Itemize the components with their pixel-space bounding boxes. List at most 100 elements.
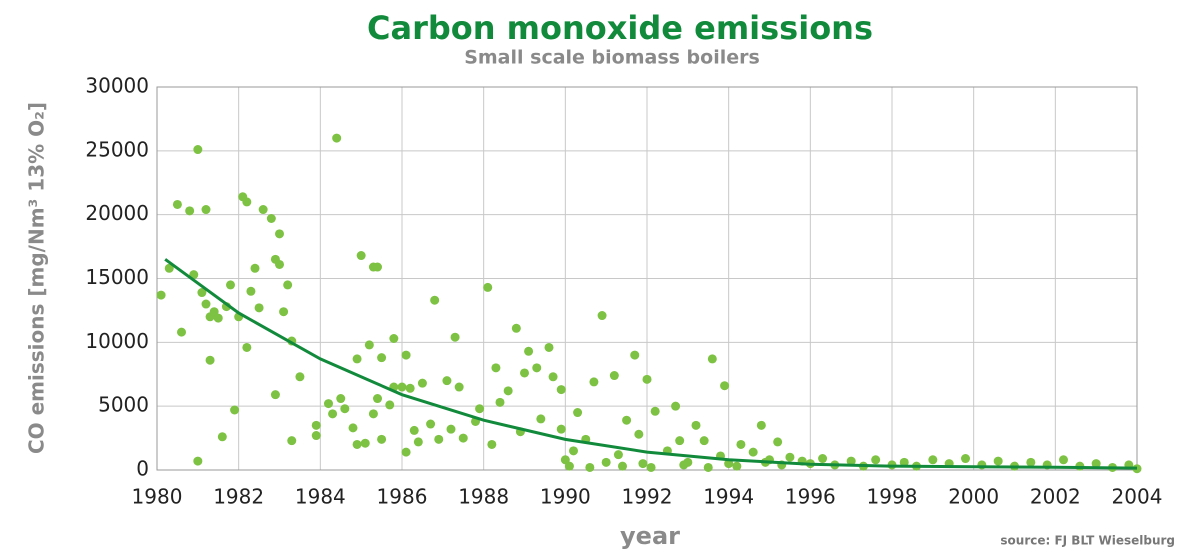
- data-point: [270, 390, 280, 400]
- data-point: [283, 280, 293, 290]
- data-point: [177, 327, 186, 337]
- data-point: [324, 399, 333, 409]
- data-point: [205, 355, 215, 365]
- data-point: [401, 447, 411, 457]
- data-point: [1091, 459, 1101, 469]
- data-point: [230, 405, 240, 415]
- x-tick-label: 1988: [458, 485, 509, 509]
- x-tick-label: 1984: [295, 485, 346, 509]
- chart-subtitle: Small scale biomass boilers: [464, 47, 760, 69]
- data-point: [773, 437, 783, 447]
- x-tick-label: 1998: [867, 485, 918, 509]
- data-point: [352, 354, 362, 364]
- data-point: [434, 434, 444, 444]
- data-point: [748, 447, 758, 457]
- data-point: [311, 431, 321, 441]
- data-point: [532, 363, 542, 373]
- data-point: [458, 433, 468, 443]
- data-point: [650, 406, 660, 416]
- data-point: [487, 439, 497, 449]
- y-tick-label: 15000: [85, 265, 149, 289]
- data-point: [266, 213, 276, 223]
- data-point: [707, 354, 717, 364]
- x-tick-label: 1994: [703, 485, 754, 509]
- x-tick-label: 1980: [132, 485, 183, 509]
- x-tick-label: 2000: [948, 485, 999, 509]
- data-point: [495, 397, 505, 407]
- data-point: [475, 404, 485, 414]
- data-point: [736, 439, 746, 449]
- x-tick-label: 1986: [377, 485, 428, 509]
- data-point: [279, 307, 289, 317]
- data-point: [699, 436, 709, 446]
- y-tick-label: 0: [136, 457, 149, 481]
- data-point: [368, 409, 378, 419]
- x-tick-label: 1990: [540, 485, 591, 509]
- data-point: [585, 462, 595, 472]
- data-point: [340, 404, 350, 414]
- data-point: [1026, 457, 1036, 467]
- data-point: [622, 415, 632, 425]
- data-point: [544, 342, 554, 352]
- data-point: [899, 457, 909, 467]
- data-point: [520, 368, 529, 378]
- data-point: [364, 340, 374, 350]
- data-point: [671, 401, 681, 411]
- data-point: [360, 438, 370, 448]
- data-point: [491, 363, 501, 373]
- data-point: [564, 461, 574, 471]
- data-point: [250, 263, 260, 273]
- data-point: [254, 303, 264, 313]
- data-point: [356, 251, 366, 261]
- data-point: [275, 229, 284, 239]
- data-point: [417, 378, 427, 388]
- data-point: [242, 197, 252, 207]
- data-point: [446, 424, 456, 434]
- data-point: [928, 455, 938, 465]
- data-point: [573, 408, 583, 418]
- data-point: [401, 350, 411, 360]
- x-tick-label: 2004: [1112, 485, 1163, 509]
- x-tick-label: 1992: [622, 485, 673, 509]
- x-tick-label: 1996: [785, 485, 836, 509]
- trend-line: [164, 258, 1138, 470]
- data-point: [352, 439, 362, 449]
- data-point: [377, 434, 387, 444]
- data-point: [569, 446, 578, 456]
- data-point: [524, 346, 534, 356]
- data-point: [185, 206, 195, 216]
- data-point: [609, 371, 619, 381]
- source-note: source: FJ BLT Wieselburg: [1000, 534, 1175, 548]
- data-point: [556, 385, 566, 395]
- data-point: [193, 145, 203, 155]
- data-point: [405, 383, 415, 393]
- data-point: [642, 374, 652, 384]
- data-point: [597, 311, 607, 321]
- data-point: [871, 455, 881, 465]
- data-point: [589, 377, 599, 387]
- data-point: [450, 332, 460, 342]
- data-point: [442, 376, 452, 386]
- y-tick-label: 10000: [85, 329, 149, 353]
- data-point: [511, 323, 521, 333]
- data-point: [197, 288, 207, 298]
- data-point: [409, 425, 419, 435]
- data-point: [818, 454, 828, 464]
- data-point: [164, 263, 174, 273]
- data-point: [246, 286, 256, 296]
- data-point: [336, 394, 346, 404]
- x-tick-label: 2002: [1030, 485, 1081, 509]
- data-point: [961, 454, 970, 464]
- data-point: [201, 205, 211, 215]
- data-point: [397, 382, 407, 392]
- data-point: [226, 280, 235, 290]
- data-point: [785, 452, 795, 462]
- plot-frame: [156, 86, 1138, 471]
- data-point: [503, 386, 513, 396]
- data-point: [193, 456, 203, 466]
- data-point: [172, 199, 182, 209]
- data-point: [373, 394, 382, 404]
- data-point: [720, 381, 730, 391]
- data-point: [548, 372, 558, 382]
- data-point: [556, 424, 566, 434]
